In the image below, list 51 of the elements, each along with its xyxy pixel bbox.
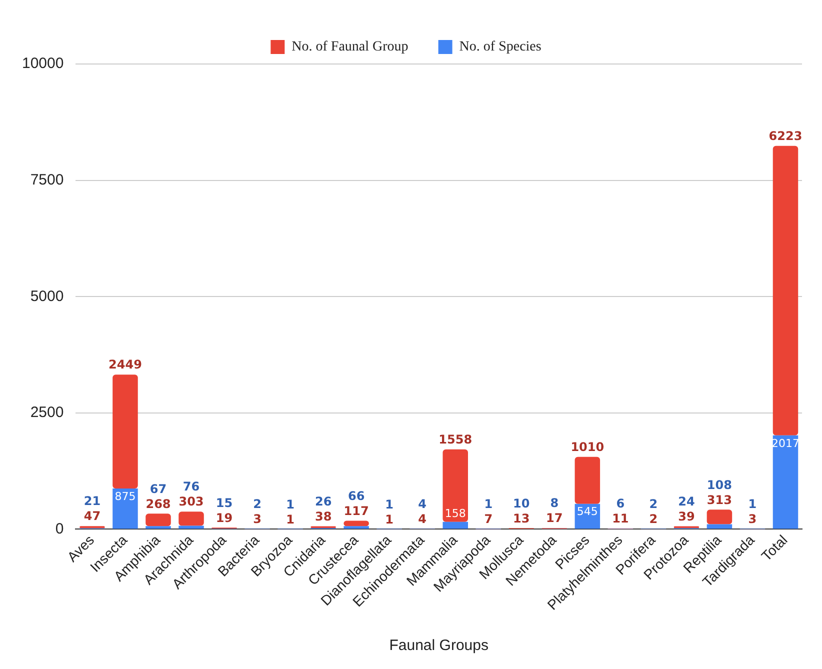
data-label: 47: [84, 509, 101, 524]
data-label: 66: [348, 488, 365, 503]
data-label: 38: [314, 509, 332, 524]
data-label: 11: [612, 512, 629, 526]
data-label: 6223: [768, 129, 802, 144]
data-label: 1: [286, 512, 294, 526]
data-label: 2: [253, 497, 262, 512]
data-label: 15: [216, 496, 233, 510]
data-label: 4: [418, 496, 427, 511]
data-label: 1: [286, 497, 294, 512]
data-label: 545: [576, 505, 598, 518]
y-tick-label: 0: [55, 520, 64, 538]
data-label: 3: [748, 512, 757, 526]
data-label: 4: [418, 512, 427, 526]
data-label: 8: [550, 496, 559, 510]
data-label: 108: [706, 478, 732, 492]
data-label: 158: [444, 507, 466, 520]
data-label: 303: [178, 494, 204, 509]
data-label: 268: [146, 496, 171, 511]
data-label: 24: [678, 494, 695, 508]
data-label: 117: [344, 504, 369, 518]
data-label: 1558: [438, 432, 472, 447]
y-tick-label: 10000: [22, 55, 64, 72]
data-label: 1: [385, 512, 394, 526]
data-label: 19: [216, 510, 233, 525]
data-label: 17: [546, 511, 563, 526]
data-label: 2: [649, 512, 658, 526]
legend-label: No. of Faunal Group: [292, 40, 408, 55]
data-label: 10: [513, 496, 530, 510]
data-label: 6: [616, 496, 625, 511]
legend-label: No. of Species: [459, 40, 542, 55]
data-label: 39: [678, 509, 695, 524]
data-label: 1: [484, 496, 493, 511]
data-label: 26: [314, 494, 332, 508]
data-label: 2: [649, 497, 658, 512]
data-label: 2449: [108, 358, 142, 372]
data-label: 13: [513, 511, 530, 526]
data-label: 67: [150, 482, 167, 496]
data-label: 313: [706, 492, 732, 507]
data-label: 1010: [570, 440, 604, 454]
data-label: 1: [748, 497, 757, 512]
data-label: 7: [484, 512, 493, 526]
data-label: 3: [253, 512, 262, 526]
y-tick-label: 2500: [30, 404, 64, 422]
data-label: 76: [182, 480, 200, 494]
y-tick-label: 5000: [30, 288, 64, 305]
data-label: 21: [84, 494, 101, 508]
x-axis-title: Faunal Groups: [389, 637, 488, 654]
data-label: 1: [385, 497, 394, 512]
data-label: 875: [114, 490, 136, 503]
y-tick-label: 7500: [30, 171, 64, 188]
